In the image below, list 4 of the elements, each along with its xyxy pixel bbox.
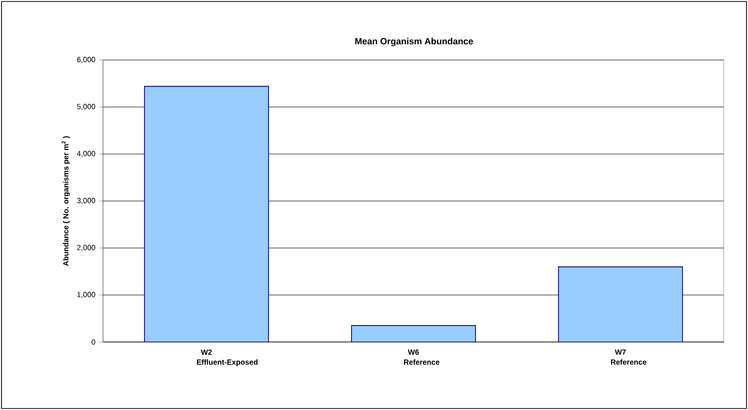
bar bbox=[558, 266, 683, 342]
bar bbox=[351, 325, 476, 342]
chart-title: Mean Organism Abundance bbox=[355, 38, 473, 46]
bar bbox=[144, 86, 269, 342]
